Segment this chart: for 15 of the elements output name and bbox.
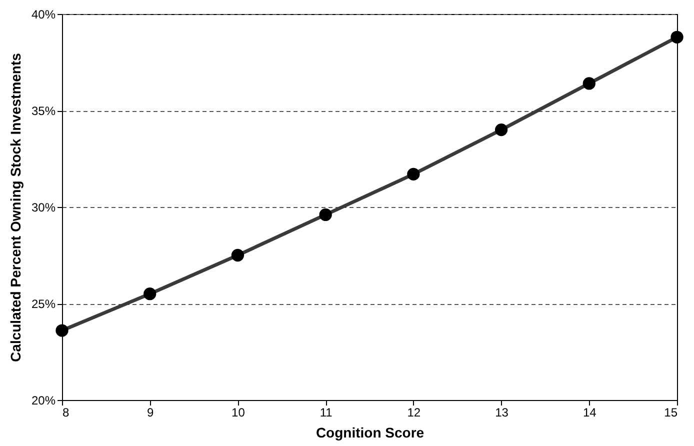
y-tick-label: 20% <box>31 394 56 408</box>
x-tick-label: 13 <box>495 406 509 420</box>
x-tick-label: 9 <box>147 406 154 420</box>
x-axis-title: Cognition Score <box>316 424 424 440</box>
x-tick-label: 15 <box>664 406 678 420</box>
y-tick-label: 35% <box>31 104 56 118</box>
x-tick-label: 14 <box>582 406 597 420</box>
y-tick-label: 40% <box>31 8 56 22</box>
y-tick-label: 30% <box>31 200 56 214</box>
x-tick-label: 11 <box>320 406 333 420</box>
x-tick-label: 12 <box>407 406 421 420</box>
x-tick-label: 10 <box>232 406 246 420</box>
y-tick-label: 25% <box>31 297 56 311</box>
x-tick-label: 8 <box>62 406 70 420</box>
y-axis-title: Calculated Percent Owning Stock Investments <box>7 52 24 362</box>
